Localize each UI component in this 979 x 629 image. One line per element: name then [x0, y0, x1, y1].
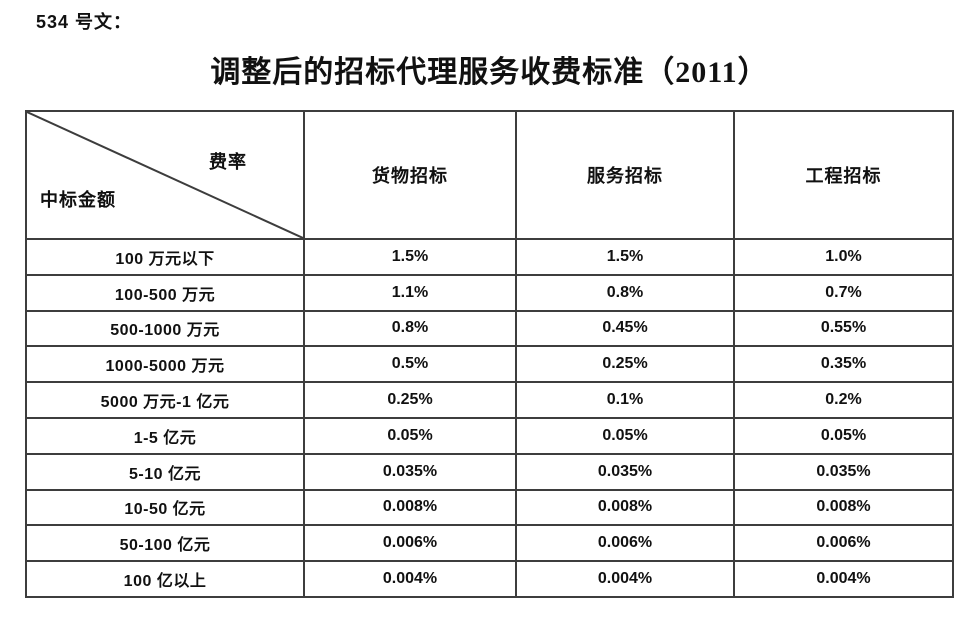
fee-rate-value: 0.1%	[515, 381, 735, 419]
row-amount-label: 1000-5000 万元	[25, 345, 305, 384]
row-amount-label: 5-10 亿元	[25, 452, 305, 491]
fee-rate-value: 0.05%	[733, 416, 954, 455]
fee-rate-value: 0.035%	[515, 452, 735, 491]
fee-rate-value: 0.05%	[303, 416, 517, 455]
page-title: 调整后的招标代理服务收费标准（2011）	[210, 56, 769, 89]
fee-rate-value: 0.25%	[303, 381, 517, 419]
corner-amount-label: 中标金额	[40, 190, 116, 210]
table-row: 50-100 亿元 0.006% 0.006% 0.006%	[25, 524, 954, 563]
row-amount-label: 100 万元以下	[25, 238, 305, 276]
table-row: 1-5 亿元 0.05% 0.05% 0.05%	[25, 416, 954, 455]
row-amount-label: 50-100 亿元	[25, 524, 305, 563]
fee-rate-value: 0.8%	[303, 309, 517, 348]
corner-rate-label: 费率	[209, 152, 247, 172]
fee-rate-value: 0.008%	[303, 488, 517, 527]
table-row: 1000-5000 万元 0.5% 0.25% 0.35%	[25, 345, 954, 384]
fee-rate-value: 1.0%	[733, 238, 954, 276]
fee-rate-value: 0.05%	[515, 416, 735, 455]
row-amount-label: 100 亿以上	[25, 560, 305, 598]
row-amount-label: 100-500 万元	[25, 273, 305, 312]
table-row: 100 万元以下 1.5% 1.5% 1.0%	[25, 238, 954, 276]
fee-rate-value: 0.006%	[303, 524, 517, 563]
table-body: 100 万元以下 1.5% 1.5% 1.0% 100-500 万元 1.1% 0.8% 0.…	[25, 238, 954, 598]
fee-rate-value: 1.1%	[303, 273, 517, 312]
fee-rate-value: 0.35%	[733, 345, 954, 384]
fee-rate-value: 0.004%	[303, 560, 517, 598]
table-row: 100 亿以上 0.004% 0.004% 0.004%	[25, 560, 954, 598]
fee-standard-table: 费率 中标金额 货物招标 服务招标 工程招标 100 万元以下 1.5% 1.5% 1…	[25, 110, 954, 598]
fee-rate-value: 0.2%	[733, 381, 954, 419]
fee-rate-value: 0.45%	[515, 309, 735, 348]
document-number-label: 534 号文：	[36, 12, 133, 32]
fee-rate-value: 0.006%	[733, 524, 954, 563]
fee-rate-value: 0.7%	[733, 273, 954, 312]
fee-rate-value: 0.5%	[303, 345, 517, 384]
fee-rate-value: 0.8%	[515, 273, 735, 312]
diagonal-divider-line	[27, 112, 303, 238]
fee-rate-value: 0.25%	[515, 345, 735, 384]
fee-rate-value: 0.004%	[515, 560, 735, 598]
fee-rate-value: 1.5%	[515, 238, 735, 276]
fee-rate-value: 0.008%	[733, 488, 954, 527]
row-amount-label: 10-50 亿元	[25, 488, 305, 527]
table-row: 5000 万元-1 亿元 0.25% 0.1% 0.2%	[25, 381, 954, 419]
column-header-goods-bidding: 货物招标	[303, 110, 517, 240]
column-header-engineering-bidding: 工程招标	[733, 110, 954, 240]
table-row: 5-10 亿元 0.035% 0.035% 0.035%	[25, 452, 954, 491]
row-amount-label: 5000 万元-1 亿元	[25, 381, 305, 419]
row-amount-label: 1-5 亿元	[25, 416, 305, 455]
fee-rate-value: 0.035%	[303, 452, 517, 491]
fee-rate-value: 0.004%	[733, 560, 954, 598]
fee-rate-value: 0.008%	[515, 488, 735, 527]
table-row: 500-1000 万元 0.8% 0.45% 0.55%	[25, 309, 954, 348]
table-row: 10-50 亿元 0.008% 0.008% 0.008%	[25, 488, 954, 527]
fee-rate-value: 0.006%	[515, 524, 735, 563]
fee-rate-value: 0.035%	[733, 452, 954, 491]
fee-rate-value: 0.55%	[733, 309, 954, 348]
table-row: 100-500 万元 1.1% 0.8% 0.7%	[25, 273, 954, 312]
corner-header-cell: 费率 中标金额	[25, 110, 305, 240]
column-header-service-bidding: 服务招标	[515, 110, 735, 240]
fee-rate-value: 1.5%	[303, 238, 517, 276]
header-row: 费率 中标金额 货物招标 服务招标 工程招标	[25, 110, 954, 240]
row-amount-label: 500-1000 万元	[25, 309, 305, 348]
